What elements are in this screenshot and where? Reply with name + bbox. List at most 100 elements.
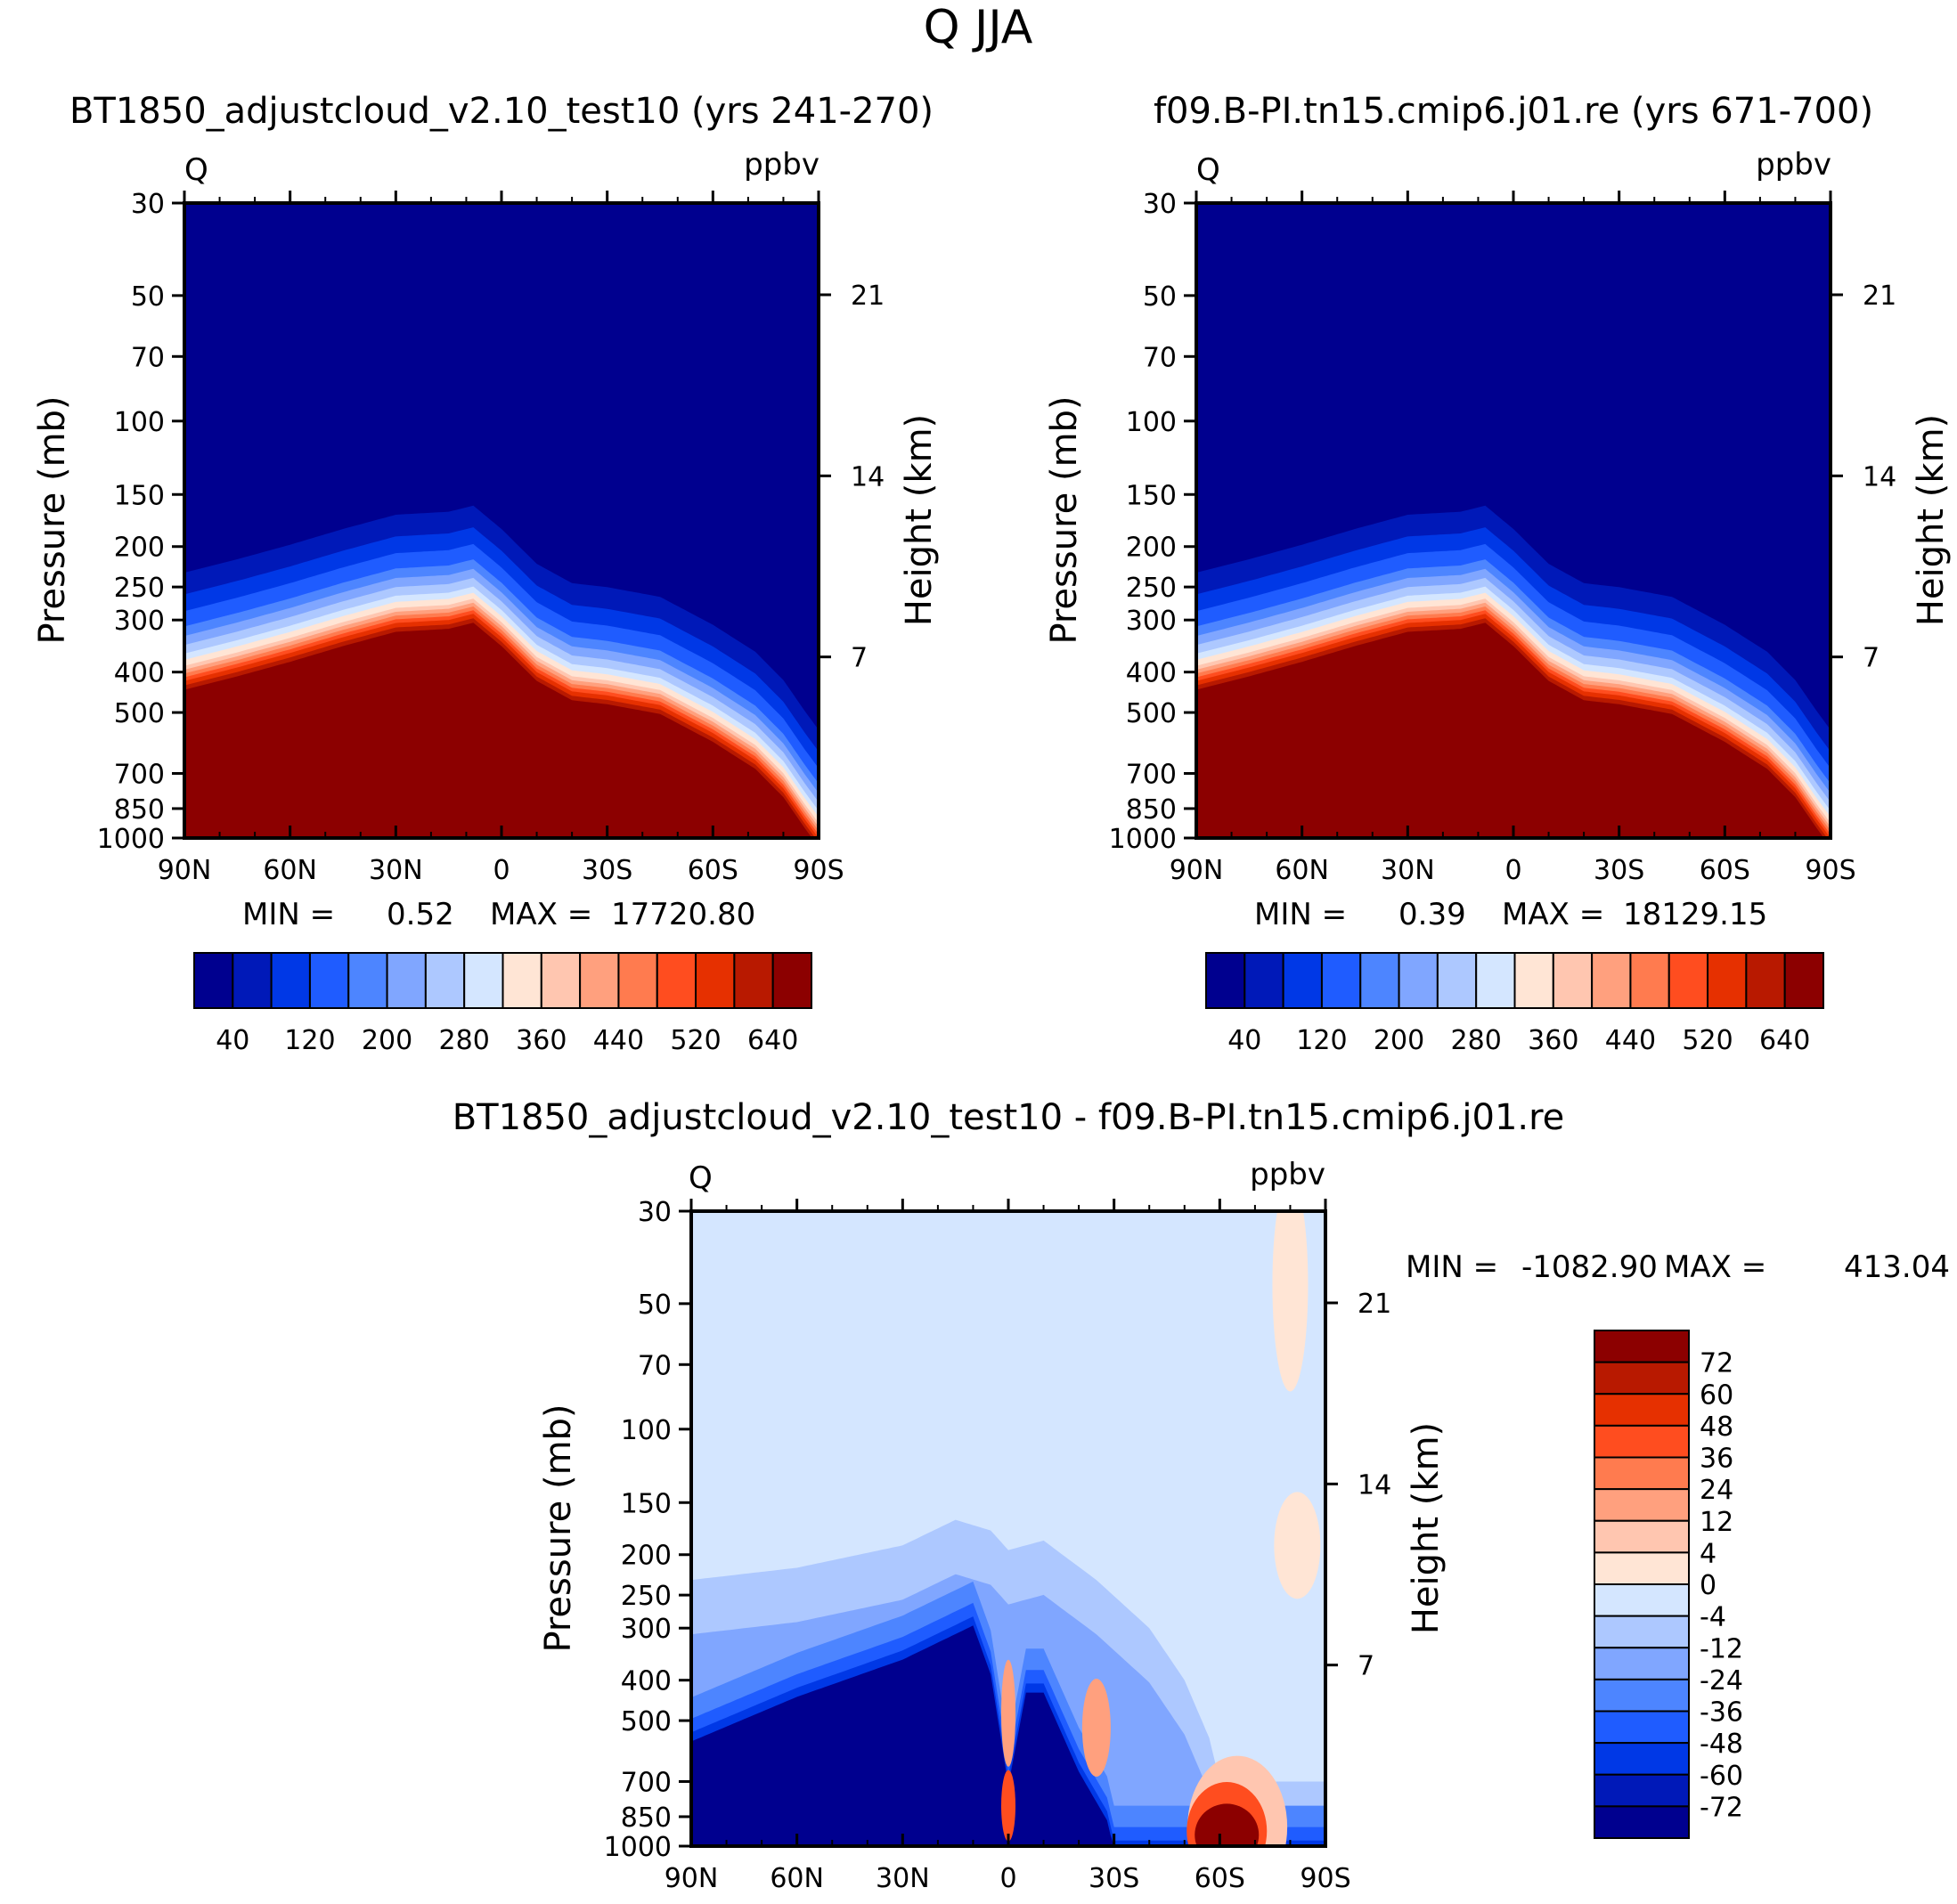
colorbar-box: [1282, 952, 1323, 1009]
colorbar-label: 640: [1759, 1025, 1810, 1056]
height-tick-label: 21: [851, 281, 885, 312]
colorbar-box: [695, 952, 736, 1009]
y-tick-label: 70: [131, 342, 165, 373]
y-axis-label: Pressure (mb): [1044, 395, 1085, 644]
min-value: -1082.90: [1521, 1249, 1658, 1285]
y-axis-right-label: Height (km): [899, 414, 940, 626]
colorbar-label: 120: [1296, 1025, 1347, 1056]
colorbar-label: -48: [1700, 1729, 1743, 1760]
x-tick-label: 60N: [263, 855, 317, 886]
panel-title: BT1850_adjustcloud_v2.10_test10 (yrs 241…: [69, 91, 934, 132]
colorbar-box: [1745, 952, 1786, 1009]
x-tick-label: 60N: [770, 1863, 824, 1894]
x-tick-label: 30S: [1089, 1863, 1139, 1894]
y-tick-label: 300: [1126, 606, 1177, 637]
colorbar-label: 360: [516, 1025, 567, 1056]
units-label: ppbv: [1250, 1157, 1325, 1192]
colorbar-box: [1594, 1742, 1690, 1776]
colorbar-label: 360: [1528, 1025, 1578, 1056]
colorbar-box: [1594, 1551, 1690, 1585]
colorbar-label: 120: [284, 1025, 335, 1056]
height-tick-label: 21: [1863, 281, 1896, 312]
colorbar-box: [1594, 1393, 1690, 1427]
height-tick-label: 7: [1863, 643, 1880, 674]
y-tick-label: 70: [1143, 342, 1177, 373]
colorbar-box: [1513, 952, 1554, 1009]
colorbar-label: 200: [1374, 1025, 1424, 1056]
colorbar-label: 440: [593, 1025, 644, 1056]
y-tick-label: 70: [638, 1350, 672, 1381]
y-tick-label: 1000: [1109, 824, 1177, 855]
colorbar-label: -24: [1700, 1665, 1743, 1697]
y-tick-label: 30: [638, 1197, 672, 1228]
panel-title: f09.B-PI.tn15.cmip6.j01.re (yrs 671-700): [1154, 91, 1873, 132]
variable-label: Q: [1196, 152, 1220, 188]
y-tick-label: 50: [131, 281, 165, 313]
x-tick-label: 90N: [158, 855, 212, 886]
colorbar-box: [540, 952, 582, 1009]
x-tick-label: 60S: [1195, 1863, 1245, 1894]
x-tick-label: 90N: [665, 1863, 719, 1894]
colorbar-box: [1594, 1647, 1690, 1680]
y-tick-label: 700: [114, 759, 165, 790]
contour-band: [184, 622, 819, 838]
colorbar-box: [1594, 1583, 1690, 1617]
x-tick-label: 90N: [1170, 855, 1224, 886]
colorbar-label: 640: [747, 1025, 798, 1056]
axes: 305070100150200250300400500700850100090N…: [1109, 189, 1897, 886]
colorbar-label: 280: [439, 1025, 490, 1056]
x-tick-label: 90S: [1300, 1863, 1350, 1894]
y-tick-label: 50: [638, 1290, 672, 1321]
height-tick-label: 7: [851, 643, 868, 674]
y-tick-label: 150: [1126, 480, 1177, 511]
x-tick-label: 30N: [1381, 855, 1435, 886]
colorbar-box: [1594, 1456, 1690, 1491]
colorbar-box: [1591, 952, 1632, 1009]
colorbar-label: 12: [1700, 1507, 1733, 1538]
height-tick-label: 14: [851, 461, 885, 492]
max-value: 413.04: [1844, 1249, 1950, 1285]
colorbar-box: [1594, 1805, 1690, 1839]
colorbar-box: [1594, 1773, 1690, 1808]
colorbar-label: 520: [670, 1025, 721, 1056]
colorbar: 40 120 200 280 360 440 520 640: [193, 952, 812, 1056]
y-tick-label: 700: [621, 1767, 672, 1798]
y-tick-label: 700: [1126, 759, 1177, 790]
anomaly-blob: [1195, 1803, 1260, 1846]
colorbar-box: [386, 952, 427, 1009]
colorbar-box: [1594, 1488, 1690, 1522]
x-tick-label: 90S: [1805, 855, 1855, 886]
x-tick-label: 30N: [876, 1863, 930, 1894]
colorbar-box: [1398, 952, 1439, 1009]
y-tick-label: 250: [114, 573, 165, 604]
colorbar-label: -60: [1700, 1761, 1743, 1792]
x-tick-label: 30S: [1594, 855, 1644, 886]
y-tick-label: 400: [114, 658, 165, 689]
colorbar-label: 520: [1682, 1025, 1733, 1056]
colorbar-box: [270, 952, 311, 1009]
y-tick-label: 100: [1126, 407, 1177, 438]
contour-field: [691, 1211, 1325, 1846]
contour-band: [1196, 622, 1831, 838]
units-label: ppbv: [744, 147, 819, 183]
colorbar-label: 40: [216, 1025, 249, 1056]
colorbar-label: 440: [1605, 1025, 1656, 1056]
y-axis-label: Pressure (mb): [538, 1404, 579, 1652]
units-label: ppbv: [1756, 147, 1831, 183]
y-tick-label: 250: [621, 1581, 672, 1612]
variable-label: Q: [689, 1160, 713, 1196]
colorbar-box: [1668, 952, 1709, 1009]
contour-field: [184, 203, 819, 838]
colorbar-box: [733, 952, 774, 1009]
colorbar-box: [1594, 1424, 1690, 1459]
height-tick-label: 14: [1863, 461, 1896, 492]
panel-title: BT1850_adjustcloud_v2.10_test10 - f09.B-…: [453, 1097, 1565, 1138]
colorbar-box: [347, 952, 388, 1009]
colorbar-label: 0: [1700, 1570, 1716, 1601]
colorbar-box: [424, 952, 466, 1009]
y-tick-label: 200: [114, 533, 165, 564]
x-tick-label: 60S: [1700, 855, 1750, 886]
y-tick-label: 300: [114, 606, 165, 637]
colorbar-box: [1320, 952, 1362, 1009]
y-tick-label: 850: [621, 1802, 672, 1834]
